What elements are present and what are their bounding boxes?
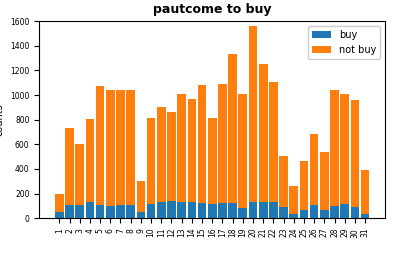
- Bar: [361, 214, 369, 218]
- Bar: [65, 128, 74, 205]
- Bar: [198, 203, 206, 218]
- Bar: [198, 85, 206, 203]
- Bar: [208, 204, 217, 218]
- Bar: [289, 214, 298, 218]
- Bar: [279, 207, 288, 218]
- Bar: [351, 207, 359, 218]
- Bar: [157, 107, 165, 202]
- Bar: [269, 202, 278, 218]
- Bar: [340, 94, 349, 204]
- Bar: [157, 202, 165, 218]
- Bar: [116, 205, 125, 218]
- Bar: [187, 202, 196, 218]
- Bar: [116, 90, 125, 205]
- Bar: [136, 212, 145, 218]
- Bar: [147, 118, 155, 204]
- Bar: [136, 181, 145, 212]
- Bar: [259, 64, 268, 202]
- Bar: [279, 156, 288, 207]
- Bar: [177, 202, 186, 218]
- Bar: [106, 206, 115, 218]
- Title: pautcome to buy: pautcome to buy: [153, 3, 272, 16]
- Bar: [330, 206, 339, 218]
- Bar: [167, 201, 176, 218]
- Bar: [340, 204, 349, 218]
- Bar: [249, 26, 257, 202]
- Bar: [330, 90, 339, 206]
- Bar: [228, 203, 237, 218]
- Bar: [361, 170, 369, 214]
- Bar: [239, 208, 247, 218]
- Bar: [86, 119, 94, 202]
- Bar: [127, 90, 135, 205]
- Bar: [218, 203, 227, 218]
- Bar: [320, 152, 329, 210]
- Bar: [228, 54, 237, 203]
- Bar: [55, 212, 64, 218]
- Bar: [106, 90, 115, 206]
- Bar: [96, 86, 105, 205]
- Bar: [187, 99, 196, 202]
- Bar: [320, 210, 329, 218]
- Bar: [249, 202, 257, 218]
- Bar: [86, 202, 94, 218]
- Bar: [310, 134, 318, 205]
- Bar: [218, 84, 227, 203]
- Bar: [299, 161, 308, 210]
- Legend: buy, not buy: buy, not buy: [308, 26, 380, 59]
- Bar: [259, 202, 268, 218]
- Bar: [127, 205, 135, 218]
- Bar: [167, 112, 176, 201]
- Y-axis label: counts: counts: [0, 103, 5, 136]
- Bar: [75, 205, 84, 218]
- Bar: [177, 94, 186, 202]
- Bar: [351, 100, 359, 207]
- Bar: [310, 205, 318, 218]
- Bar: [289, 186, 298, 214]
- Bar: [65, 205, 74, 218]
- Bar: [239, 94, 247, 208]
- Bar: [147, 204, 155, 218]
- Bar: [208, 118, 217, 204]
- Bar: [96, 205, 105, 218]
- Bar: [55, 194, 64, 212]
- Bar: [299, 210, 308, 218]
- Bar: [75, 144, 84, 205]
- Bar: [269, 82, 278, 202]
